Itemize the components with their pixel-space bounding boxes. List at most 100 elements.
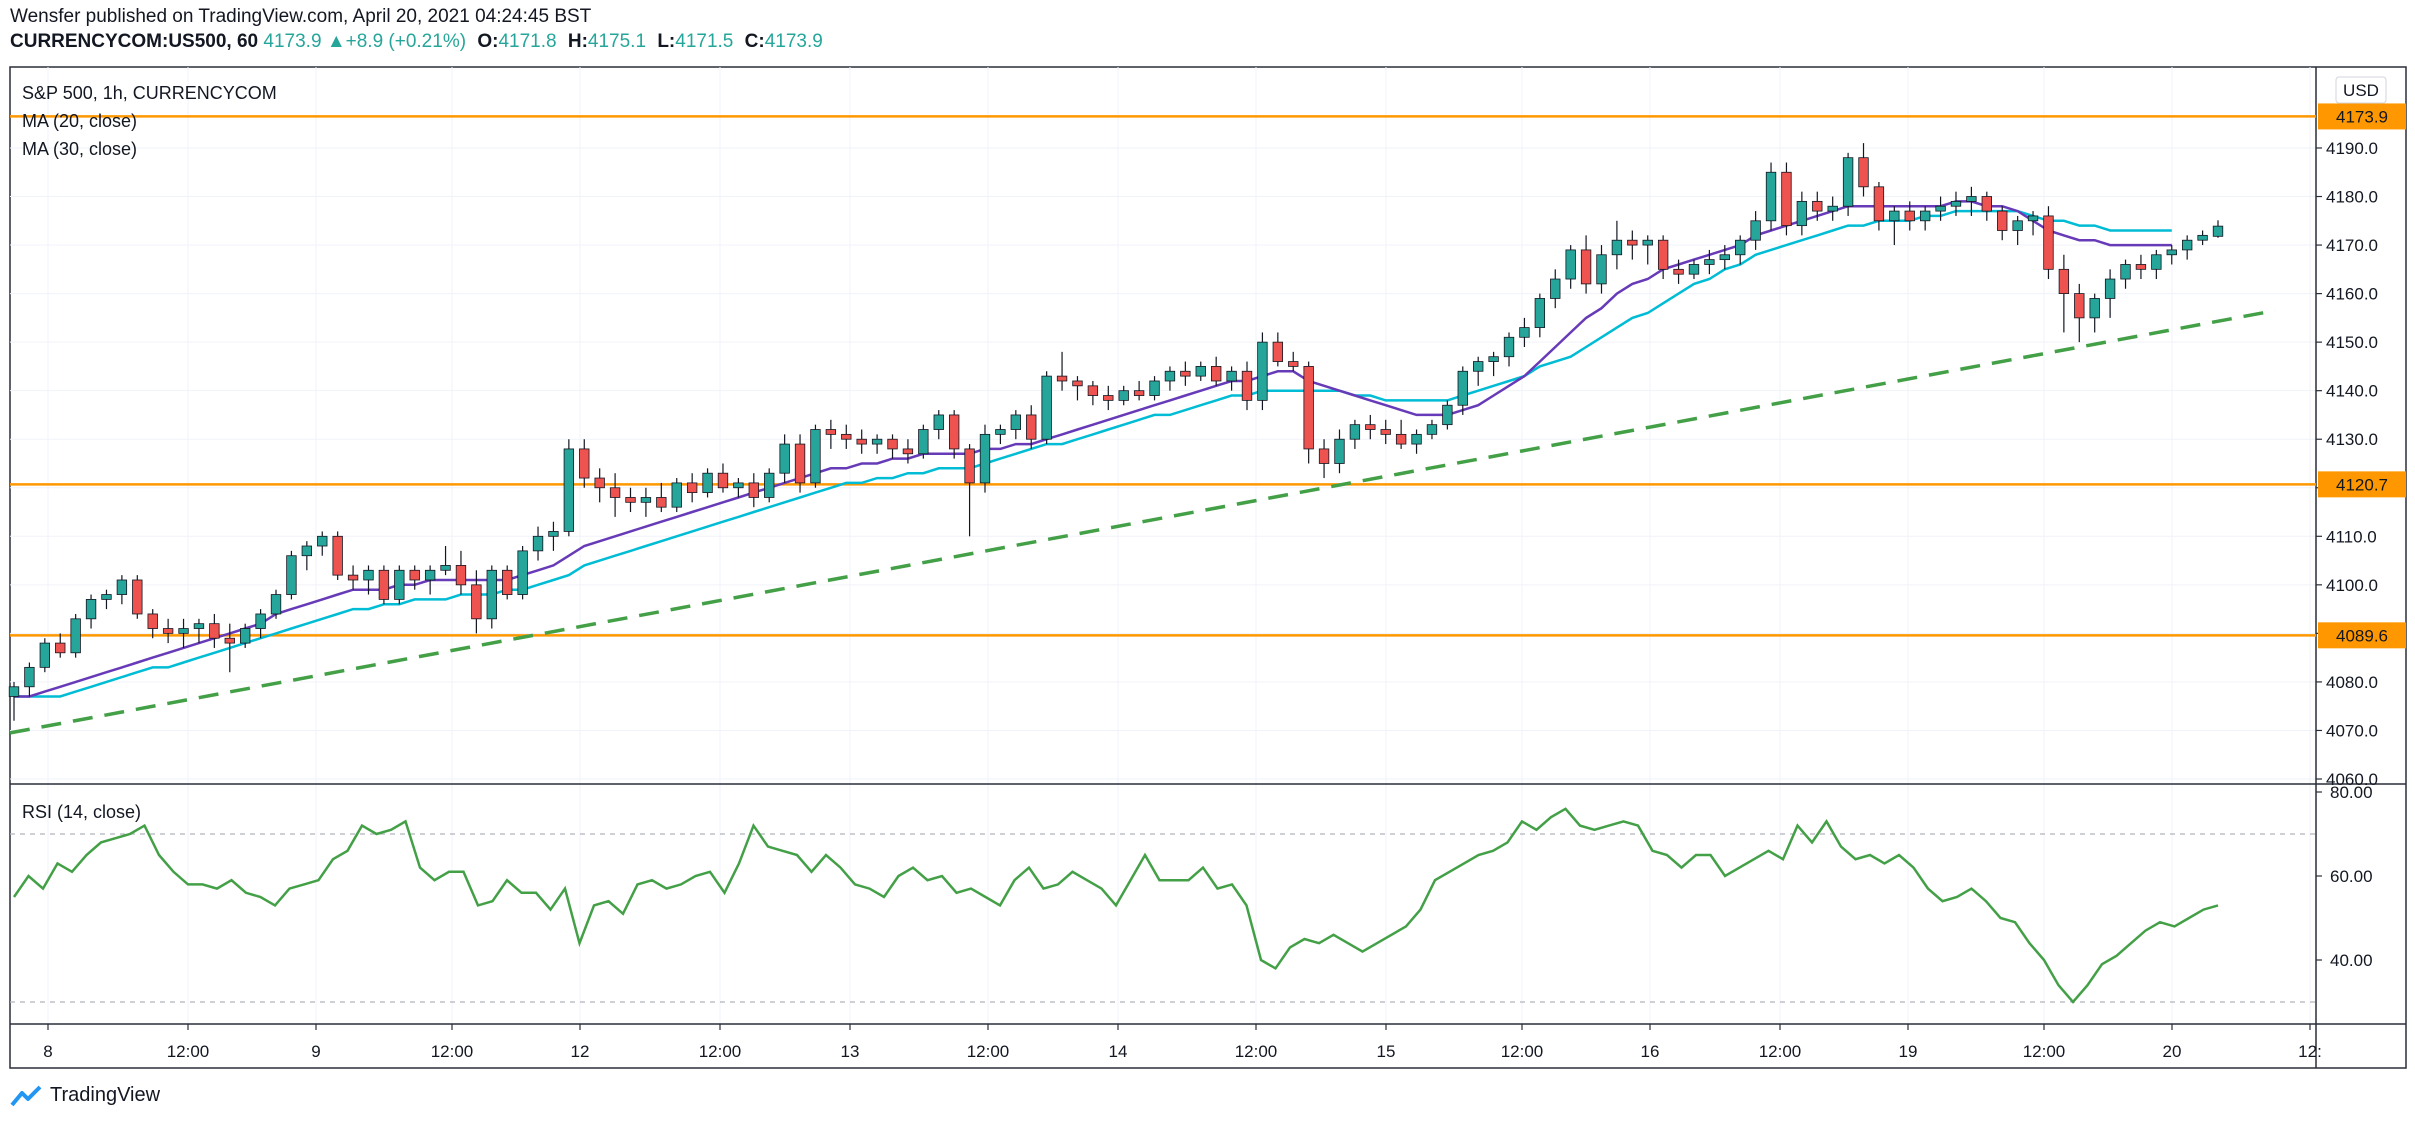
candle[interactable] [424, 565, 436, 595]
trendline[interactable] [9, 308, 2276, 735]
candle[interactable] [1272, 332, 1284, 367]
candle[interactable] [1318, 439, 1330, 479]
candle[interactable] [471, 570, 482, 634]
candle[interactable] [2135, 254, 2147, 280]
candle[interactable] [702, 468, 713, 498]
candle[interactable] [2166, 245, 2177, 265]
ma20-legend[interactable]: MA (20, close) [22, 111, 137, 131]
candle[interactable] [918, 424, 929, 459]
candle[interactable] [1257, 332, 1268, 411]
candle[interactable] [502, 565, 513, 600]
candle[interactable] [240, 623, 251, 648]
candle[interactable] [1380, 419, 1391, 445]
candle[interactable] [409, 565, 420, 590]
candle[interactable] [1827, 196, 1838, 221]
candle[interactable] [270, 589, 282, 619]
candle[interactable] [841, 424, 852, 449]
time-axis[interactable]: 8 12:00 9 12:00 12 12:00 13 12:00 14 12:00 15 12:00… [43, 1024, 2322, 1061]
candle[interactable] [1041, 371, 1052, 445]
candle[interactable] [455, 550, 467, 595]
candle[interactable] [1334, 429, 1345, 474]
candle[interactable] [1904, 201, 1915, 231]
candle[interactable] [209, 613, 220, 648]
candle[interactable] [1627, 230, 1638, 260]
candle[interactable] [2074, 283, 2085, 343]
candle[interactable] [856, 429, 867, 454]
candle[interactable] [162, 618, 174, 644]
candle[interactable] [1596, 245, 1607, 294]
candle[interactable] [671, 478, 682, 513]
candle[interactable] [1534, 293, 1546, 338]
candle[interactable] [1919, 206, 1931, 231]
candle[interactable] [979, 424, 991, 493]
candle[interactable] [1457, 366, 1468, 415]
tradingview-logo[interactable]: TradingView [10, 1084, 160, 1107]
candle[interactable] [332, 531, 343, 580]
candle[interactable] [1580, 235, 1592, 294]
candle[interactable] [656, 482, 667, 513]
candle[interactable] [1657, 235, 1669, 280]
candle[interactable] [640, 487, 652, 517]
rsi-axis[interactable]: 40.00 60.00 80.00 [2316, 783, 2373, 970]
candle[interactable] [8, 681, 20, 721]
candle[interactable] [1997, 206, 2008, 241]
candle[interactable] [2181, 235, 2193, 260]
candle[interactable] [1133, 380, 1145, 401]
candle[interactable] [1103, 385, 1114, 411]
ma30-legend[interactable]: MA (30, close) [22, 139, 137, 159]
candle[interactable] [70, 613, 81, 658]
candle[interactable] [1211, 356, 1222, 386]
candle[interactable] [39, 638, 51, 673]
candle[interactable] [1118, 385, 1129, 406]
candle[interactable] [1858, 143, 1869, 197]
candle[interactable] [625, 487, 636, 513]
candle[interactable] [1072, 376, 1083, 401]
candle[interactable] [1966, 186, 1977, 216]
candle[interactable] [1411, 429, 1422, 454]
candle[interactable] [609, 473, 621, 517]
candle[interactable] [1503, 332, 1515, 367]
candle[interactable] [733, 478, 744, 498]
candle[interactable] [563, 439, 575, 537]
candle[interactable] [1519, 317, 1530, 347]
candle[interactable] [1149, 376, 1160, 401]
candle[interactable] [779, 434, 790, 483]
candle[interactable] [933, 410, 944, 440]
candle[interactable] [2012, 215, 2023, 246]
candle[interactable] [1241, 361, 1253, 411]
rsi-title[interactable]: RSI (14, close) [22, 802, 141, 822]
candle[interactable] [2043, 206, 2054, 280]
candle[interactable] [1842, 152, 1854, 216]
candle[interactable] [193, 618, 205, 644]
candle[interactable] [902, 439, 914, 464]
candle[interactable] [178, 618, 189, 648]
candle[interactable] [1611, 220, 1623, 270]
candle[interactable] [1288, 351, 1299, 372]
candle[interactable] [825, 419, 837, 449]
candle[interactable] [378, 565, 390, 605]
candles[interactable] [8, 143, 2224, 721]
candle[interactable] [1426, 419, 1438, 440]
candle[interactable] [717, 463, 729, 493]
candle[interactable] [594, 468, 605, 503]
candle[interactable] [764, 468, 775, 503]
candle[interactable] [2027, 211, 2039, 236]
candle[interactable] [1164, 366, 1176, 391]
candle[interactable] [548, 521, 559, 551]
candle[interactable] [301, 541, 313, 571]
candle[interactable] [1673, 259, 1684, 284]
candle[interactable] [1365, 414, 1376, 440]
candle[interactable] [347, 565, 359, 590]
horizontal-levels[interactable] [10, 115, 2316, 637]
candle[interactable] [255, 609, 266, 639]
candle[interactable] [85, 594, 97, 629]
candle[interactable] [748, 473, 759, 508]
candle[interactable] [363, 565, 374, 595]
candle[interactable] [24, 662, 35, 697]
candle[interactable] [1889, 206, 1900, 246]
candle[interactable] [1950, 191, 1962, 216]
candle[interactable] [871, 434, 883, 454]
price-axis[interactable]: 4060.04070.04080.04090.04100.04110.04120… [2316, 139, 2378, 789]
candle[interactable] [2212, 220, 2224, 238]
candle[interactable] [2151, 249, 2162, 280]
